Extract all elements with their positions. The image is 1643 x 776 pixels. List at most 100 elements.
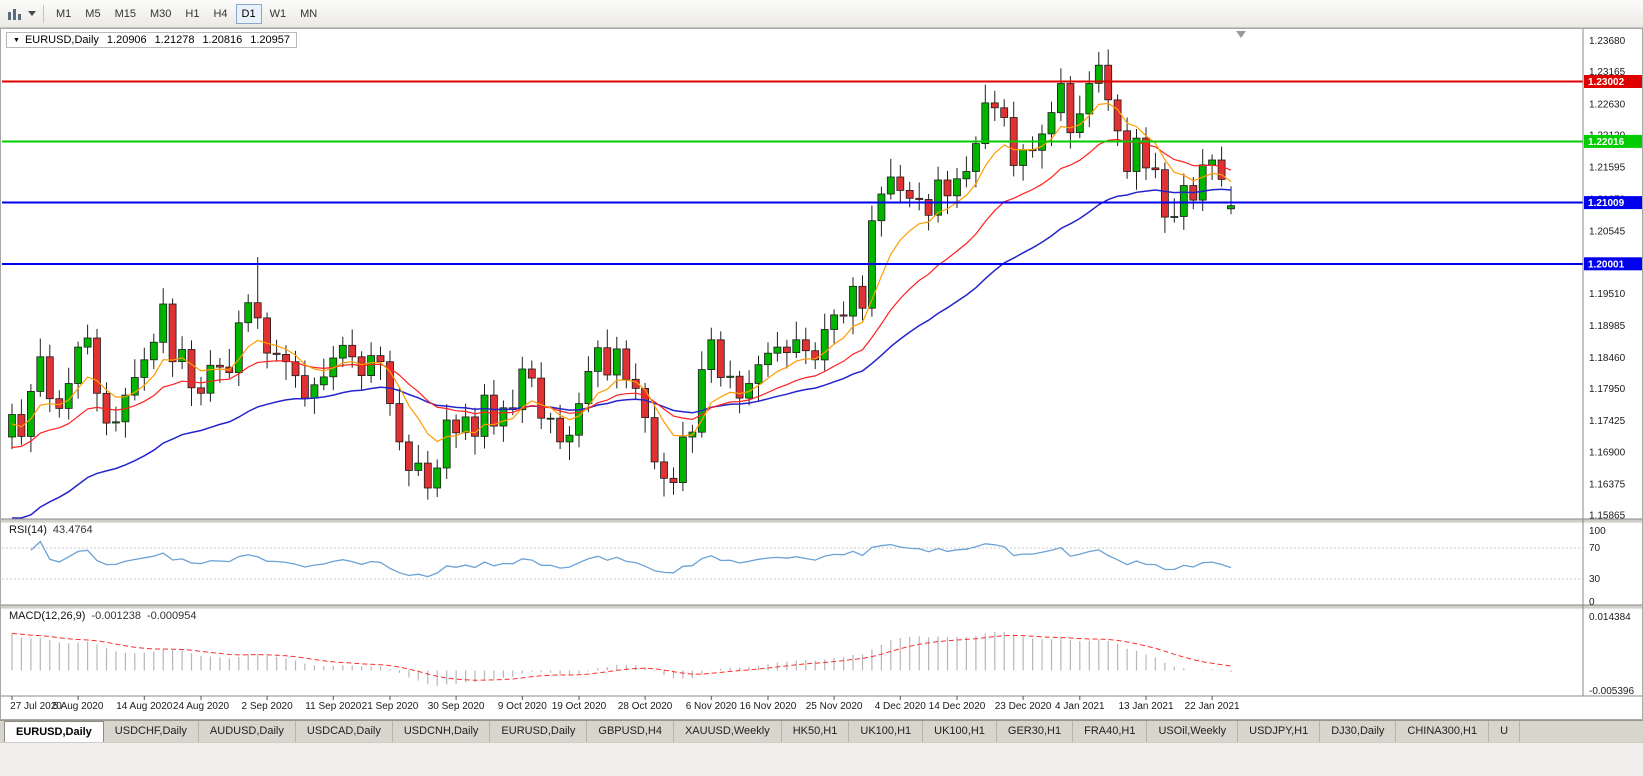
price-tag bbox=[1584, 196, 1642, 210]
timeframe-button-MN[interactable]: MN bbox=[294, 4, 323, 24]
candle-body bbox=[282, 353, 290, 363]
candle-body bbox=[74, 346, 82, 384]
candle-body bbox=[594, 347, 602, 372]
candle-body bbox=[792, 339, 801, 353]
timeframe-button-H4[interactable]: H4 bbox=[207, 4, 233, 24]
chart-tab-usdcad-daily[interactable]: USDCAD,Daily bbox=[296, 721, 393, 742]
timeframe-button-M5[interactable]: M5 bbox=[79, 4, 106, 24]
candle-body bbox=[452, 419, 461, 434]
timeframe-button-M15[interactable]: M15 bbox=[109, 4, 142, 24]
chart-tab-usdjpy-h1[interactable]: USDJPY,H1 bbox=[1238, 721, 1321, 742]
chart-tab-usdcnh-daily[interactable]: USDCNH,Daily bbox=[393, 721, 491, 742]
candle-body bbox=[1208, 159, 1216, 166]
date-label: 21 Sep 2020 bbox=[362, 701, 419, 712]
timeframe-button-D1[interactable]: D1 bbox=[235, 3, 262, 24]
price-scale[interactable]: 1.236801.231651.226301.221201.215951.210… bbox=[1584, 36, 1642, 697]
date-label: 23 Dec 2020 bbox=[995, 701, 1052, 712]
candle-body bbox=[735, 375, 744, 399]
candle-body bbox=[206, 364, 215, 394]
timeframe-button-W1[interactable]: W1 bbox=[264, 4, 293, 24]
date-label: 16 Nov 2020 bbox=[740, 701, 797, 712]
ma-mid-line bbox=[11, 138, 1232, 449]
chart-tab-eurusd-daily[interactable]: EURUSD,Daily bbox=[490, 721, 588, 742]
candle-body bbox=[858, 285, 867, 309]
timeframe-button-M1[interactable]: M1 bbox=[50, 4, 77, 24]
candle-body bbox=[404, 441, 413, 471]
rsi-name: RSI(14) bbox=[9, 524, 47, 536]
timeframe-toolbar: M1 M5 M15 M30 H1 H4 D1 W1 MN bbox=[0, 0, 1643, 28]
candle-body bbox=[149, 341, 158, 361]
rsi-indicator-label: RSI(14) 43.4764 bbox=[6, 524, 96, 536]
candle-body bbox=[1161, 169, 1169, 218]
candle-body bbox=[849, 285, 857, 317]
candle-body bbox=[26, 390, 35, 437]
chart-tab-gbpusd-h4[interactable]: GBPUSD,H4 bbox=[587, 721, 674, 742]
candle-body bbox=[36, 356, 45, 392]
price-tag-label: 1.23002 bbox=[1588, 77, 1625, 88]
candle-body bbox=[367, 355, 376, 377]
candle-body bbox=[386, 361, 394, 405]
candle-body bbox=[773, 346, 782, 354]
symbol-dropdown-icon[interactable]: ▼ bbox=[13, 36, 20, 44]
chart-tab-usoil-weekly[interactable]: USOil,Weekly bbox=[1147, 721, 1239, 742]
date-label: 9 Oct 2020 bbox=[498, 701, 547, 712]
candle-body bbox=[244, 302, 253, 324]
chart-cursor-icon[interactable] bbox=[4, 4, 26, 24]
date-label: 14 Dec 2020 bbox=[929, 701, 986, 712]
chart-tab-eurusd-daily[interactable]: EURUSD,Daily bbox=[4, 721, 104, 742]
candle-body bbox=[953, 178, 961, 197]
chart-tab-uk100-h1[interactable]: UK100,H1 bbox=[849, 721, 924, 742]
candle-body bbox=[754, 364, 763, 384]
timeframe-button-M30[interactable]: M30 bbox=[144, 4, 177, 24]
candle-body bbox=[93, 337, 101, 394]
price-scale-label: 1.18460 bbox=[1589, 353, 1626, 364]
price-scale-label: 1.23165 bbox=[1589, 67, 1626, 78]
candle-body bbox=[499, 407, 508, 427]
bar-chart-icon bbox=[8, 8, 21, 20]
candle-body bbox=[943, 179, 952, 197]
candle-body bbox=[1066, 83, 1075, 134]
dropdown-caret-icon[interactable] bbox=[26, 4, 38, 24]
date-label: 24 Aug 2020 bbox=[173, 701, 230, 712]
chart-tab-hk50-h1[interactable]: HK50,H1 bbox=[782, 721, 850, 742]
candle-body bbox=[263, 317, 272, 354]
chart-tab-usdchf-daily[interactable]: USDCHF,Daily bbox=[104, 721, 199, 742]
chart-tab-audusd-daily[interactable]: AUDUSD,Daily bbox=[199, 721, 296, 742]
candle-body bbox=[641, 387, 649, 418]
candle-body bbox=[471, 416, 479, 437]
candle-body bbox=[1085, 83, 1094, 115]
pane-divider-band[interactable] bbox=[0, 519, 1643, 523]
pane-divider-band[interactable] bbox=[0, 605, 1643, 609]
price-scale-label: 1.15865 bbox=[1589, 511, 1626, 522]
candle-body bbox=[1217, 159, 1226, 180]
date-label: 27 Jul 2020 bbox=[10, 701, 62, 712]
candle-body bbox=[1132, 137, 1141, 172]
chart-tab-xauusd-weekly[interactable]: XAUUSD,Weekly bbox=[674, 721, 782, 742]
price-scale-label: 1.23680 bbox=[1589, 36, 1626, 47]
date-label: 4 Dec 2020 bbox=[875, 701, 927, 712]
candle-body bbox=[660, 461, 668, 479]
price-scale-label: 1.18985 bbox=[1589, 321, 1626, 332]
chart-symbol-label: EURUSD,Daily bbox=[24, 34, 99, 46]
candle-body bbox=[1198, 164, 1207, 201]
chart-tab-uk100-h1[interactable]: UK100,H1 bbox=[923, 721, 997, 742]
price-scale-label: 1.21595 bbox=[1589, 163, 1626, 174]
timeframe-button-H1[interactable]: H1 bbox=[179, 4, 205, 24]
candle-body bbox=[178, 349, 187, 363]
chart-shift-marker[interactable] bbox=[1236, 31, 1246, 38]
price-chart-canvas[interactable]: 1.236801.231651.226301.221201.215951.210… bbox=[0, 28, 1643, 720]
candle-body bbox=[707, 339, 716, 370]
candle-body bbox=[1000, 107, 1009, 118]
candle-body bbox=[1094, 64, 1103, 84]
candle-body bbox=[575, 403, 583, 436]
chart-tab-dj30-daily[interactable]: DJ30,Daily bbox=[1320, 721, 1397, 742]
date-label: 2 Sep 2020 bbox=[242, 701, 294, 712]
chart-tab-ger30-h1[interactable]: GER30,H1 bbox=[997, 721, 1074, 742]
rsi-line bbox=[30, 540, 1232, 578]
chart-tab-fra40-h1[interactable]: FRA40,H1 bbox=[1073, 721, 1148, 742]
candle-body bbox=[537, 377, 546, 419]
candle-body bbox=[1047, 112, 1056, 135]
chart-tab-u[interactable]: U bbox=[1489, 721, 1521, 742]
chart-tab-china300-h1[interactable]: CHINA300,H1 bbox=[1396, 721, 1490, 742]
